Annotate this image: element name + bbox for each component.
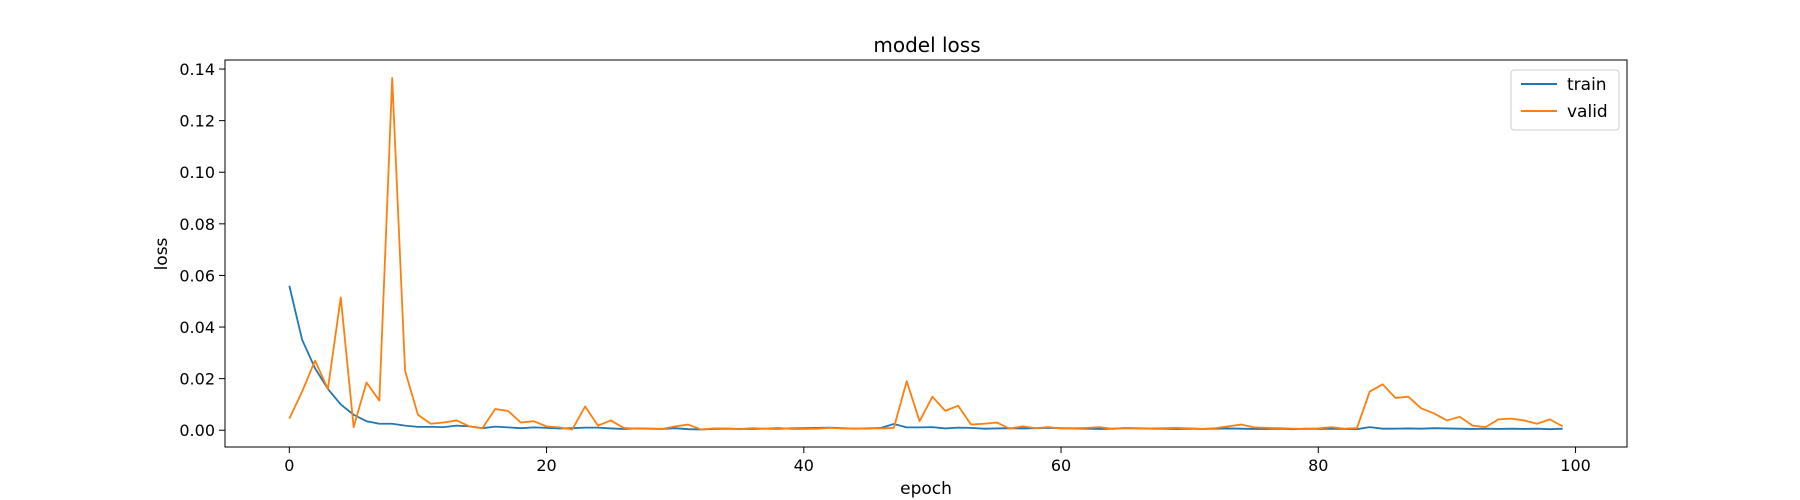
legend-label-train: train [1567, 75, 1607, 95]
y-tick-label: 0.06 [179, 266, 215, 285]
x-tick-label: 100 [1560, 456, 1591, 475]
y-tick-label: 0.02 [179, 370, 215, 389]
y-tick-label: 0.12 [179, 112, 215, 131]
x-tick-label: 0 [284, 456, 294, 475]
x-tick-label: 60 [1051, 456, 1071, 475]
y-tick-label: 0.14 [179, 60, 215, 79]
y-tick-label: 0.00 [179, 421, 215, 440]
x-tick-label: 40 [794, 456, 814, 475]
y-tick-label: 0.10 [179, 163, 215, 182]
legend: train valid [1510, 69, 1620, 131]
x-axis: 0 20 40 60 80 100 [284, 447, 1591, 475]
legend-label-valid: valid [1567, 102, 1608, 122]
plot-area [288, 77, 1564, 431]
x-axis-label: epoch [900, 479, 952, 499]
axes-frame [224, 59, 1628, 448]
x-tick-label: 80 [1308, 456, 1328, 475]
x-tick-label: 20 [536, 456, 556, 475]
y-axis-label: loss [152, 237, 172, 270]
y-tick-label: 0.04 [179, 318, 215, 337]
series-line-valid [288, 77, 1564, 431]
y-tick-label: 0.08 [179, 215, 215, 234]
chart-title: model loss [873, 33, 980, 57]
y-axis: 0.00 0.02 0.04 0.06 0.08 0.10 0.12 0.14 [179, 60, 225, 440]
